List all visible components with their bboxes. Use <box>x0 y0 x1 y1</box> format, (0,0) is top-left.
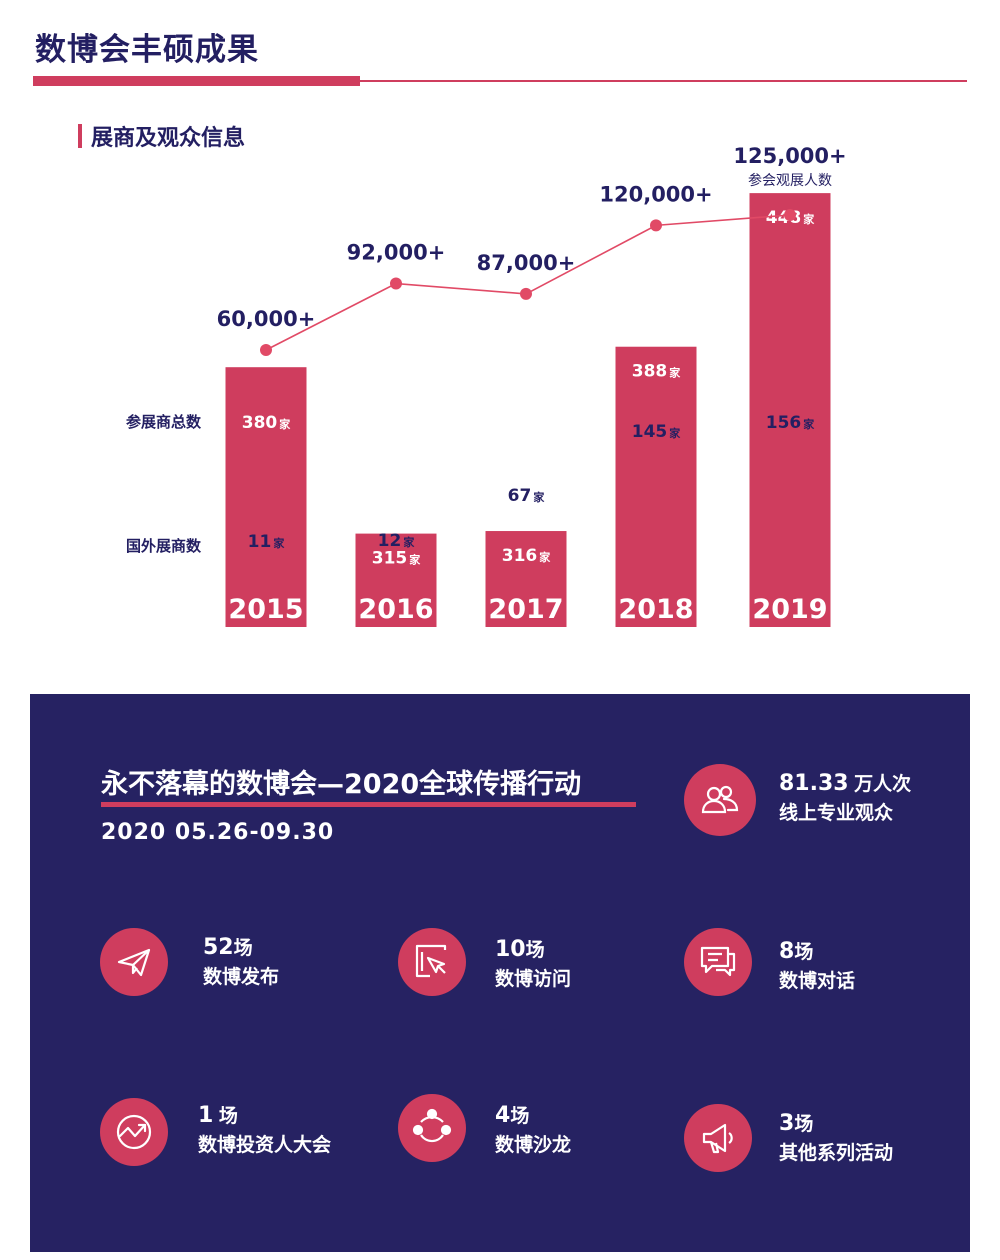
title-underline <box>33 76 360 86</box>
year-label-2019: 2019 <box>752 594 827 625</box>
title-divider <box>35 80 967 82</box>
stat-unit: 场 <box>525 939 545 961</box>
row-label-total-exhibitors: 参展商总数 <box>126 413 202 431</box>
stat-unit: 场 <box>510 1105 530 1127</box>
chat-icon <box>684 928 752 996</box>
section-title: 展商及观众信息 <box>91 126 246 151</box>
visitor-label-2017: 87,000+ <box>477 251 576 275</box>
stat-release: 52场 数博发布 <box>203 934 279 991</box>
cursor-click-icon <box>398 928 466 996</box>
panel-date: 2020 05.26-09.30 <box>101 820 335 845</box>
visitor-label-2016: 92,000+ <box>347 241 446 265</box>
bar-2018 <box>615 346 697 627</box>
page-title: 数博会丰硕成果 <box>35 32 259 68</box>
stat-number: 1 <box>198 1103 214 1128</box>
exhibitor-visitor-chart: 2015 380 家 11 家 2016 315 家12 家 2017 316 家 67 家 2018 388… <box>217 144 847 627</box>
bar-2019 <box>749 193 831 627</box>
stat-investor-conference: 1 场 数博投资人大会 <box>198 1102 331 1159</box>
trend-up-icon <box>100 1098 168 1166</box>
stat-unit: 场 <box>794 941 814 963</box>
stat-desc: 数博沙龙 <box>495 1134 572 1156</box>
stat-desc: 数博访问 <box>495 968 572 990</box>
visitor-point-2015 <box>260 344 272 356</box>
panel-title: 永不落幕的数博会—2020全球传播行动 <box>101 769 582 800</box>
stat-dialogue: 8场 数博对话 <box>779 938 855 995</box>
foreign-exhibitors-label-2018: 145 家 <box>632 422 682 442</box>
stat-salon: 4场 数博沙龙 <box>495 1102 571 1159</box>
visitor-legend-label: 参会观展人数 <box>748 172 832 189</box>
paper-plane-icon <box>100 928 168 996</box>
stat-desc: 数博发布 <box>203 966 280 988</box>
stat-other-events: 3场 其他系列活动 <box>779 1110 893 1167</box>
stat-unit: 万人次 <box>854 773 912 795</box>
visitor-label-2015: 60,000+ <box>217 307 316 331</box>
total-exhibitors-label-2017: 316 家 <box>502 546 552 566</box>
stat-desc: 数博对话 <box>779 970 856 992</box>
visitor-point-2017 <box>520 287 532 300</box>
total-exhibitors-label-2015: 380 家 <box>242 413 292 433</box>
bar-2015 <box>225 367 307 627</box>
bar-2016 <box>355 533 437 627</box>
stat-number: 8 <box>779 939 795 964</box>
foreign-exhibitors-label-2015: 11 家 <box>248 532 286 552</box>
year-label-2015: 2015 <box>228 594 303 625</box>
year-label-2017: 2017 <box>488 594 563 625</box>
foreign-exhibitors-label-2016: 12 家 <box>378 531 416 551</box>
foreign-exhibitors-label-2017: 67 家 <box>508 486 546 506</box>
stat-online-audience: 81.33 万人次 线上专业观众 <box>779 770 911 827</box>
stat-number: 81.33 <box>779 771 849 796</box>
bar-2017 <box>485 531 567 627</box>
stat-visit: 10场 数博访问 <box>495 936 571 993</box>
visitor-label-2019: 125,000+ <box>733 144 846 168</box>
stat-number: 52 <box>203 935 234 960</box>
people-icon <box>684 764 756 836</box>
visitor-line <box>265 214 791 351</box>
visitor-point-2018 <box>650 219 662 232</box>
row-label-foreign-exhibitors: 国外展商数 <box>126 537 202 555</box>
stat-number: 10 <box>495 937 526 962</box>
total-exhibitors-label-2016: 315 家 <box>372 549 422 569</box>
stat-number: 4 <box>495 1103 511 1128</box>
stat-unit: 场 <box>233 937 253 959</box>
stat-unit: 场 <box>794 1113 814 1135</box>
section-marker <box>78 124 82 148</box>
visitor-point-2016 <box>390 277 402 290</box>
year-label-2018: 2018 <box>618 594 693 625</box>
stat-unit: 场 <box>218 1105 238 1127</box>
year-label-2016: 2016 <box>358 594 433 625</box>
total-exhibitors-label-2018: 388 家 <box>632 362 682 382</box>
megaphone-icon <box>684 1104 752 1172</box>
stat-number: 3 <box>779 1111 795 1136</box>
foreign-exhibitors-label-2019: 156 家 <box>766 413 816 433</box>
panel-title-underline <box>101 802 636 807</box>
stat-desc: 其他系列活动 <box>779 1142 894 1164</box>
stat-desc: 数博投资人大会 <box>198 1134 332 1156</box>
campaign-panel <box>30 694 970 1252</box>
stat-desc: 线上专业观众 <box>779 802 894 824</box>
network-icon <box>398 1094 466 1162</box>
visitor-label-2018: 120,000+ <box>599 182 712 206</box>
visitor-point-2019 <box>784 208 796 221</box>
